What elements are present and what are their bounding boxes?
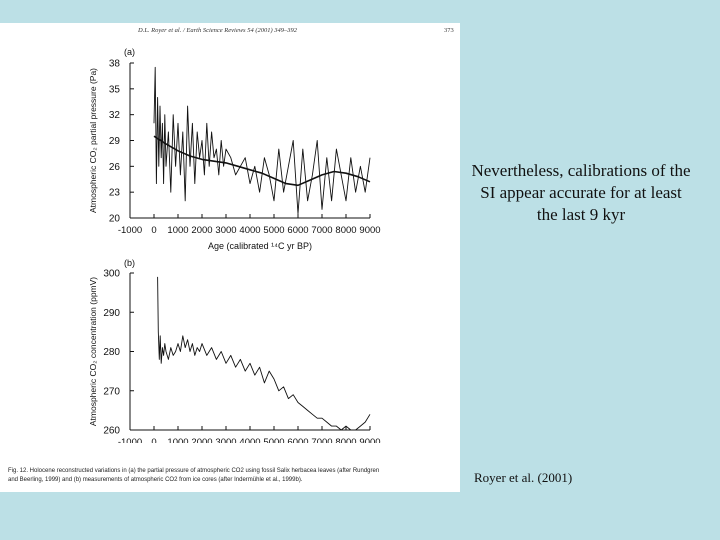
series-line-jagged [157,276,371,431]
y-tick-label: 260 [103,426,120,437]
y-axis-label: Atmospheric CO₂ partial pressure (Pa) [88,68,98,213]
x-tick-label: 7000 [311,225,332,236]
y-tick-label: 32 [109,110,121,121]
x-tick-label: 1000 [167,437,188,443]
page-number: 373 [444,27,454,34]
panel-label: (a) [124,47,135,57]
y-tick-label: 270 [103,386,120,397]
y-tick-label: 20 [109,214,121,225]
slide-body-text: Nevertheless, calibrations of the SI app… [471,161,691,224]
series-line-smooth [153,135,371,187]
y-tick-label: 26 [109,162,121,173]
x-tick-label: 2000 [191,437,212,443]
x-axis-label: Age (calibrated ¹⁴C yr BP) [208,241,312,251]
x-tick-label: -1000 [118,225,142,236]
x-tick-label: 4000 [239,437,260,443]
x-tick-label: 5000 [263,225,284,236]
x-tick-label: 2000 [191,225,212,236]
x-tick-label: 3000 [215,437,236,443]
x-tick-label: 0 [151,225,156,236]
x-tick-label: 7000 [311,437,332,443]
x-tick-label: 0 [151,437,156,443]
panel-label: (b) [124,258,135,268]
figure-scan: D.L. Royer et al. / Earth Science Review… [0,23,460,492]
y-tick-label: 29 [109,136,121,147]
citation: Royer et al. (2001) [474,470,573,485]
y-tick-label: 23 [109,188,121,199]
x-tick-label: 6000 [287,437,308,443]
x-tick-label: 9000 [359,437,380,443]
y-tick-label: 300 [103,269,120,280]
x-tick-label: 5000 [263,437,284,443]
y-tick-label: 280 [103,347,120,358]
x-tick-label: 8000 [335,225,356,236]
y-tick-label: 35 [109,84,121,95]
figure-caption: Fig. 12. Holocene reconstructed variatio… [8,468,380,483]
x-tick-label: 8000 [335,437,356,443]
x-tick-label: -1000 [118,437,142,443]
x-tick-label: 1000 [167,225,188,236]
x-tick-label: 9000 [359,225,380,236]
y-axis-label: Atmospheric CO₂ concentration (ppmV) [88,277,98,426]
x-tick-label: 4000 [239,225,260,236]
y-tick-label: 38 [109,59,121,70]
series-line-jagged [153,66,371,215]
x-tick-label: 3000 [215,225,236,236]
y-tick-label: 290 [103,308,120,319]
journal-header: D.L. Royer et al. / Earth Science Review… [138,27,298,34]
x-tick-label: 6000 [287,225,308,236]
